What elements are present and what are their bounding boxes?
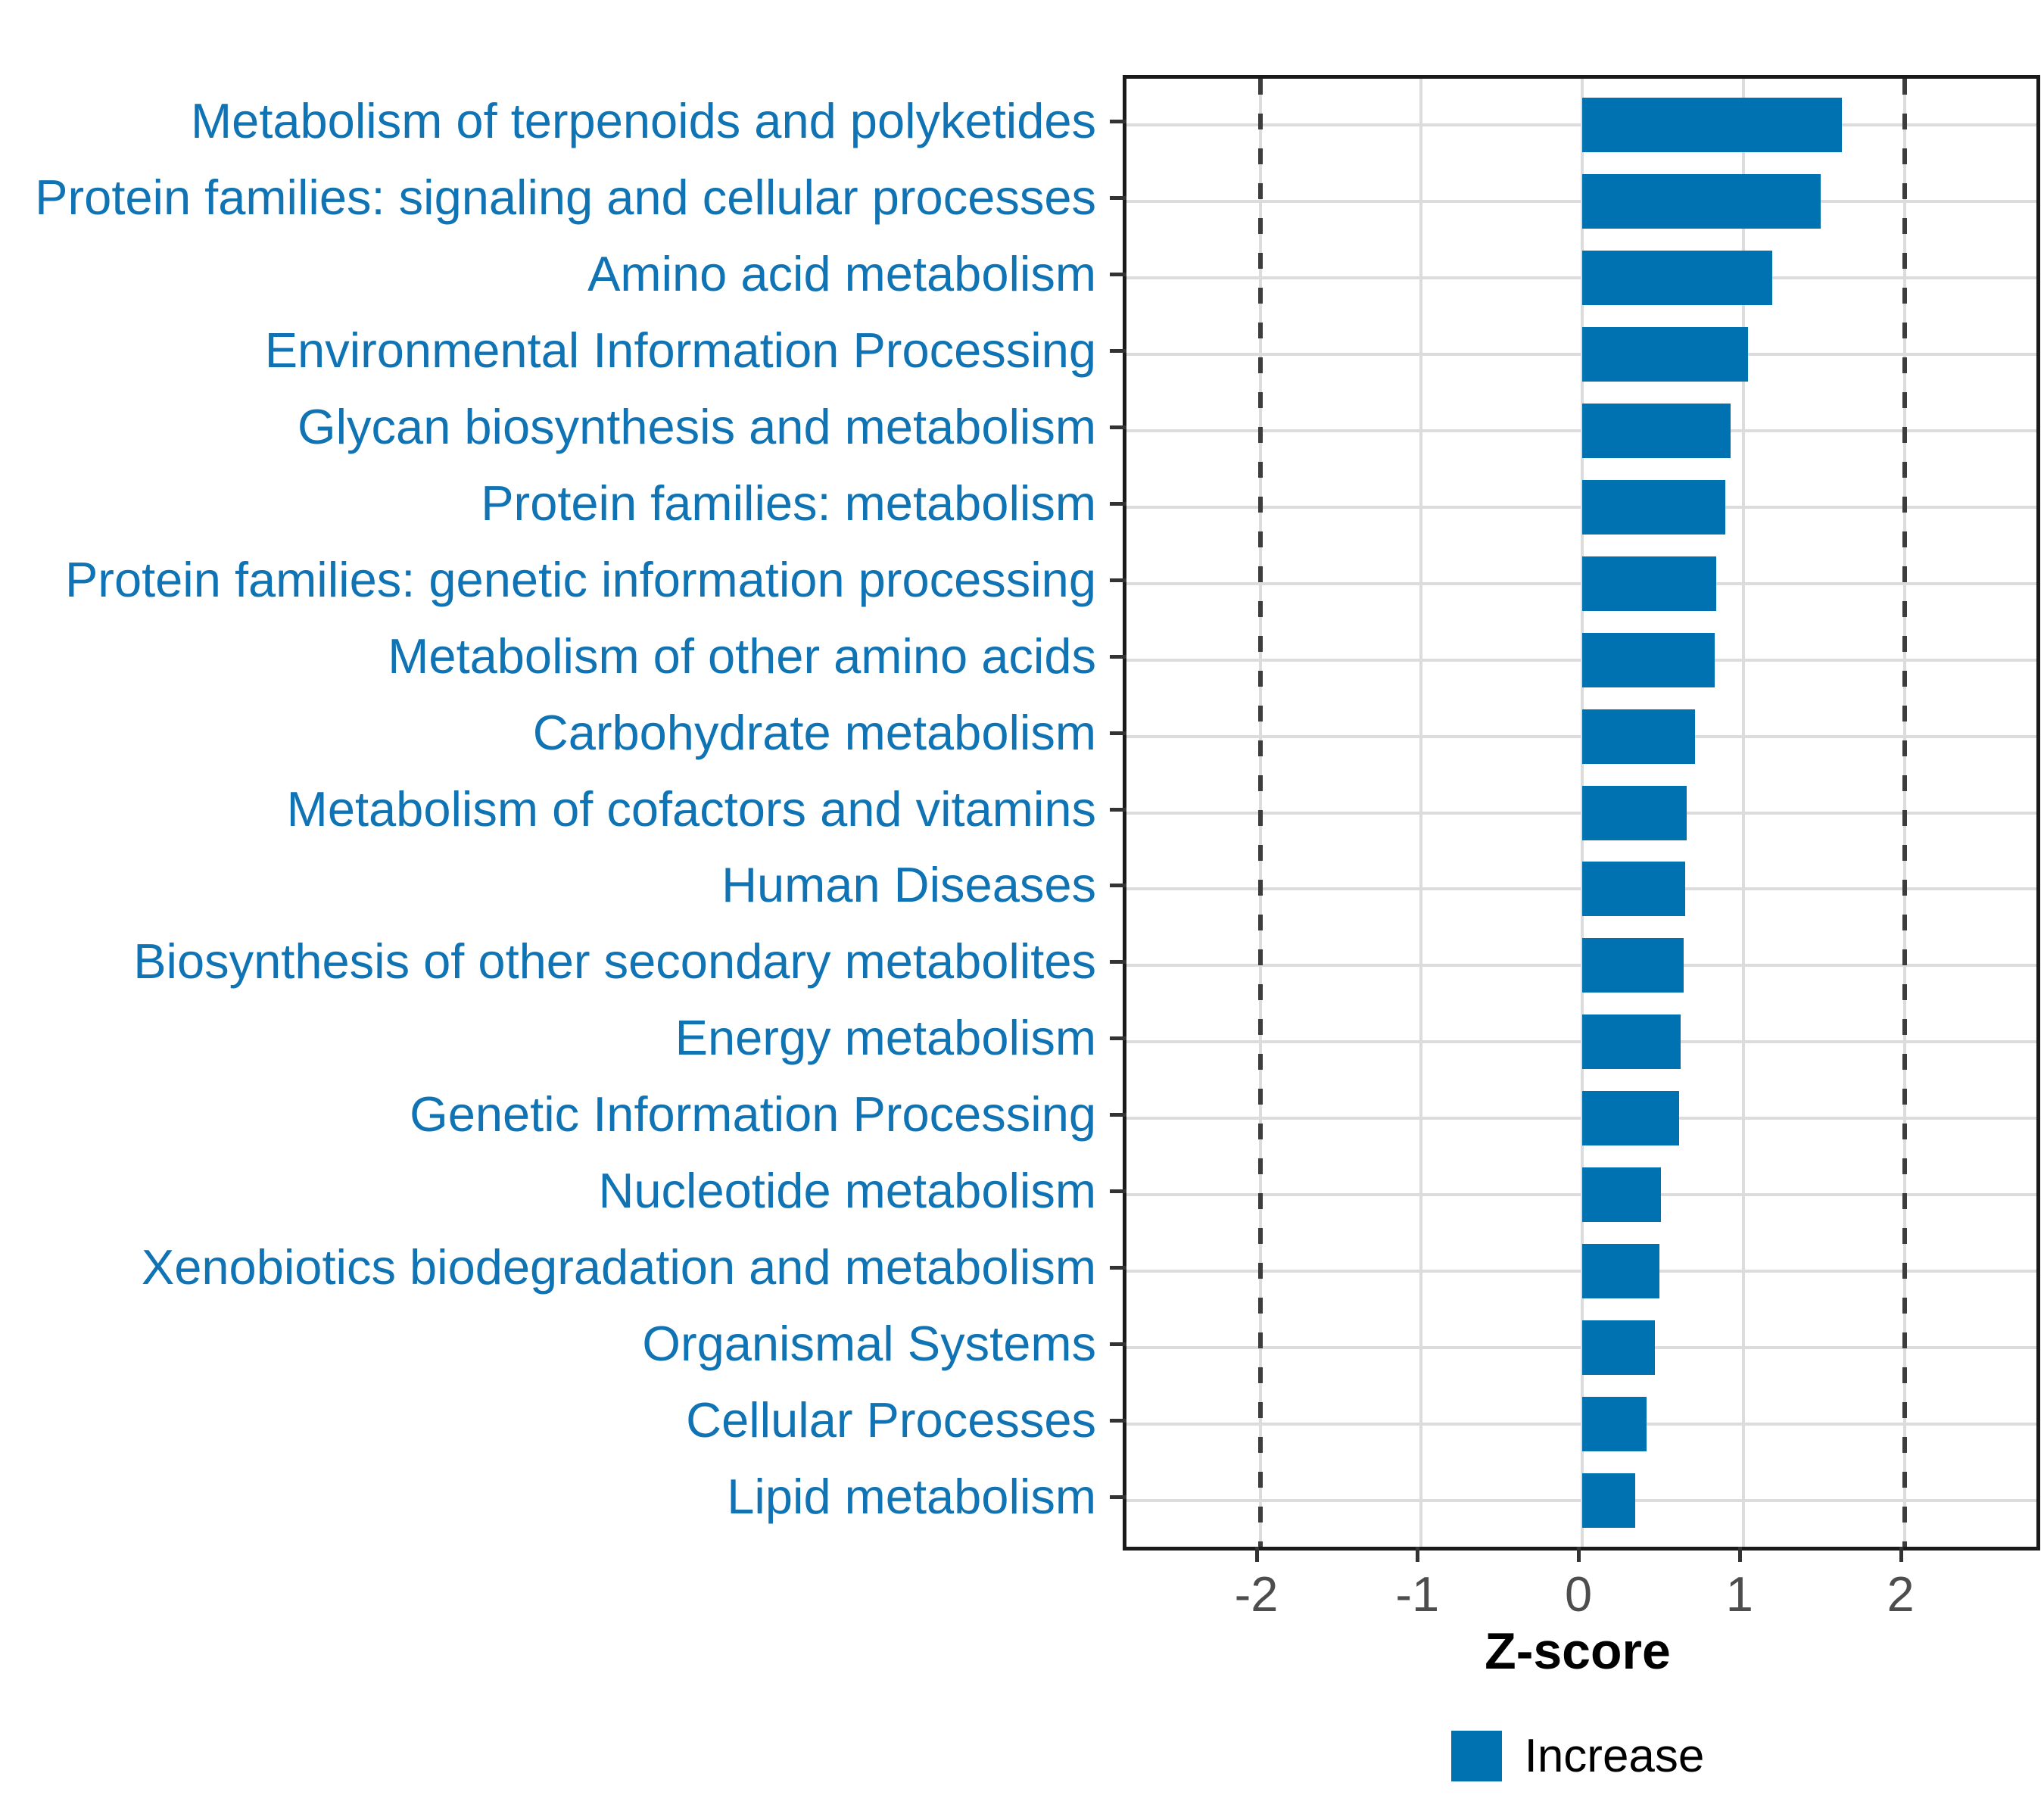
x-tick-label: 2 [1887, 1566, 1915, 1622]
gridline-h [1126, 276, 2036, 279]
gridline-h [1126, 581, 2036, 585]
bar [1582, 97, 1842, 152]
y-axis-label: Energy metabolism [675, 1010, 1096, 1066]
y-axis-tick [1110, 272, 1126, 276]
bar [1582, 938, 1684, 993]
bar [1582, 632, 1715, 687]
y-axis-label: Protein families: signaling and cellular… [35, 169, 1096, 225]
gridline-h [1126, 658, 2036, 662]
y-axis-tick [1110, 1495, 1126, 1500]
bar [1582, 1320, 1655, 1376]
x-tick-label: 1 [1725, 1566, 1753, 1622]
y-axis-tick [1110, 807, 1126, 812]
bar [1582, 1167, 1662, 1223]
x-axis-tick [1254, 1547, 1259, 1562]
bar [1582, 556, 1716, 611]
legend-label: Increase [1524, 1729, 1705, 1782]
y-axis-label: Lipid metabolism [727, 1469, 1096, 1525]
x-axis-tick [1899, 1547, 1903, 1562]
gridline-h [1126, 734, 2036, 738]
y-axis-label: Cellular Processes [686, 1392, 1096, 1448]
y-axis-label: Amino acid metabolism [587, 245, 1096, 301]
gridline-h [1126, 505, 2036, 509]
gridline-h [1126, 964, 2036, 968]
y-axis-label: Glycan biosynthesis and metabolism [298, 398, 1096, 454]
y-axis-label: Nucleotide metabolism [598, 1163, 1096, 1219]
bar [1582, 1244, 1660, 1299]
y-axis-tick [1110, 884, 1126, 888]
y-axis-label: Metabolism of terpenoids and polyketides [191, 92, 1096, 148]
y-axis-tick [1110, 348, 1126, 353]
reference-line [1257, 79, 1263, 1547]
y-axis-label: Protein families: genetic information pr… [64, 551, 1096, 607]
y-axis-label: Genetic Information Processing [410, 1086, 1096, 1142]
bar [1582, 1014, 1681, 1070]
x-tick-label: -2 [1234, 1566, 1279, 1622]
bar [1582, 250, 1773, 305]
legend: Increase [1123, 1730, 2033, 1781]
y-axis-tick [1110, 1189, 1126, 1194]
bar [1582, 326, 1749, 382]
y-axis-tick [1110, 1036, 1126, 1041]
y-axis-tick [1110, 578, 1126, 582]
y-axis-tick [1110, 1266, 1126, 1270]
y-axis-tick [1110, 1342, 1126, 1347]
bar [1582, 862, 1686, 917]
x-axis-tick [1577, 1547, 1581, 1562]
y-axis-label: Xenobiotics biodegradation and metabolis… [141, 1239, 1096, 1295]
y-axis-tick [1110, 425, 1126, 429]
y-axis-label: Protein families: metabolism [481, 475, 1096, 531]
y-axis-label: Carbohydrate metabolism [532, 704, 1096, 760]
gridline-h [1126, 1499, 2036, 1503]
y-axis-tick [1110, 960, 1126, 965]
bar [1582, 709, 1695, 764]
gridline-h [1126, 1040, 2036, 1044]
bar [1582, 785, 1687, 840]
gridline-h [1126, 1423, 2036, 1426]
y-axis-tick [1110, 119, 1126, 123]
gridline-h [1126, 1270, 2036, 1273]
y-axis-tick [1110, 1419, 1126, 1423]
bar [1582, 479, 1726, 535]
gridline-h [1126, 352, 2036, 356]
y-axis-tick [1110, 195, 1126, 200]
gridline-h [1126, 199, 2036, 203]
gridline-h [1126, 123, 2036, 126]
y-axis-tick [1110, 1113, 1126, 1117]
x-tick-label: 0 [1564, 1566, 1593, 1622]
x-axis-tick [1737, 1547, 1742, 1562]
gridline-h [1126, 1346, 2036, 1350]
y-axis-tick [1110, 654, 1126, 659]
y-axis-label: Human Diseases [721, 857, 1096, 913]
bar [1582, 1397, 1647, 1452]
y-axis-label: Metabolism of cofactors and vitamins [286, 781, 1096, 837]
gridline-h [1126, 429, 2036, 432]
gridline-h [1126, 887, 2036, 891]
y-axis-tick [1110, 501, 1126, 506]
reference-line [1902, 79, 1907, 1547]
plot-panel [1123, 75, 2040, 1551]
y-axis-label: Organismal Systems [642, 1316, 1096, 1372]
x-axis-title: Z-score [1485, 1622, 1671, 1680]
y-axis-tick [1110, 731, 1126, 735]
y-axis-label: Environmental Information Processing [264, 322, 1096, 378]
bar [1582, 1473, 1636, 1529]
legend-swatch [1450, 1730, 1502, 1781]
bar [1582, 173, 1821, 229]
bar [1582, 1091, 1679, 1146]
x-tick-label: -1 [1395, 1566, 1440, 1622]
gridline-h [1126, 1193, 2036, 1197]
gridline-h [1126, 1117, 2036, 1120]
bar [1582, 403, 1731, 458]
y-axis-label: Biosynthesis of other secondary metaboli… [133, 933, 1096, 990]
gridline-h [1126, 811, 2036, 815]
x-axis-tick [1416, 1547, 1420, 1562]
y-axis-label: Metabolism of other amino acids [388, 628, 1096, 684]
